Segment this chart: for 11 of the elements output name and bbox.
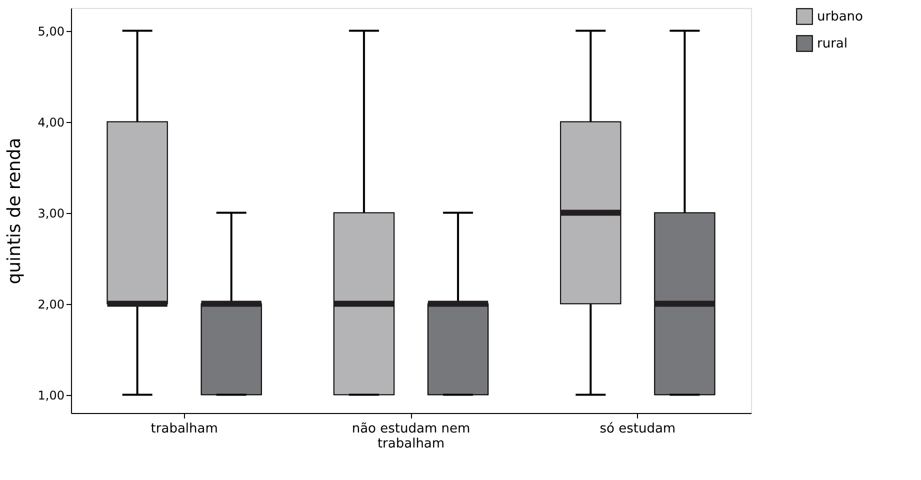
y-tick-label: 4,00	[38, 115, 64, 130]
x-tick-label: só estudam	[600, 422, 676, 436]
legend-label: urbano	[817, 10, 864, 24]
legend-label: rural	[817, 36, 848, 52]
x-tick-label: não estudam nem trabalham	[352, 422, 470, 452]
y-axis-title: quintis de renda	[4, 138, 25, 284]
y-tick-label: 2,00	[38, 297, 64, 312]
y-tick-label: 1,00	[38, 388, 64, 402]
y-tick-label: 3,00	[38, 206, 64, 220]
x-tick-label: trabalham	[150, 422, 218, 436]
y-tick-label: 5,00	[38, 24, 64, 38]
